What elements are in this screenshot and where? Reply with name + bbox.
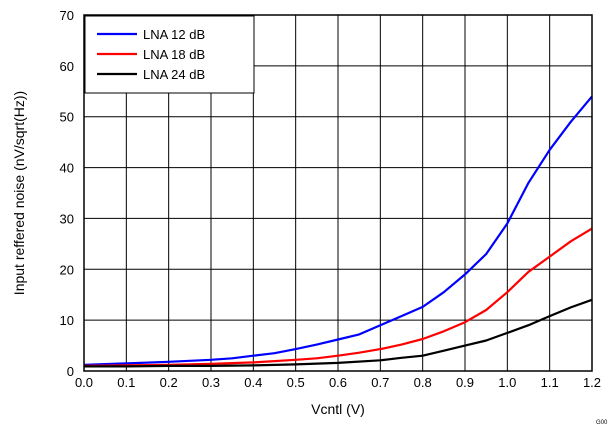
x-tick-label: 0.1 [117,375,135,390]
x-tick-label: 0.5 [287,375,305,390]
y-axis-label: Input reffered noise (nV/sqrt(Hz)) [11,91,27,295]
y-tick-label: 60 [60,59,74,74]
y-tick-label: 40 [60,161,74,176]
x-tick-label: 0.9 [456,375,474,390]
x-tick-label: 0.8 [414,375,432,390]
series-lines [83,95,593,368]
x-tick-label: 0.7 [371,375,389,390]
series-line-lna-18-db [83,227,593,367]
legend-label: LNA 12 dB [143,27,205,42]
corner-label: G00 [596,420,608,426]
x-tick-label: 0.2 [160,375,178,390]
x-tick-label: 0.0 [75,375,93,390]
plot-frame [83,14,593,372]
legend-label: LNA 18 dB [143,47,205,62]
x-tick-label: 1.2 [583,375,601,390]
y-tick-label: 20 [60,262,74,277]
x-tick-label: 0.4 [244,375,262,390]
y-tick-labels: 0 10 20 30 40 50 60 70 [60,8,74,379]
y-tick-label: 70 [60,8,74,23]
y-tick-label: 0 [67,364,74,379]
x-tick-label: 1.1 [541,375,559,390]
legend-label: LNA 24 dB [143,67,205,82]
series-line-lna-12-db [83,95,593,366]
legend: LNA 12 dB LNA 18 dB LNA 24 dB [84,15,255,94]
y-tick-label: 30 [60,211,74,226]
x-axis-label: Vcntl (V) [311,401,365,417]
y-tick-label: 50 [60,110,74,125]
x-tick-label: 0.3 [202,375,220,390]
x-tick-label: 0.6 [329,375,347,390]
y-tick-label: 10 [60,313,74,328]
x-tick-label: 1.0 [498,375,516,390]
x-tick-labels: 0.0 0.1 0.2 0.3 0.4 0.5 0.6 0.7 0.8 0.9 1.0 1.1 1.2 [75,375,601,390]
series-line-lna-24-db [84,298,593,368]
